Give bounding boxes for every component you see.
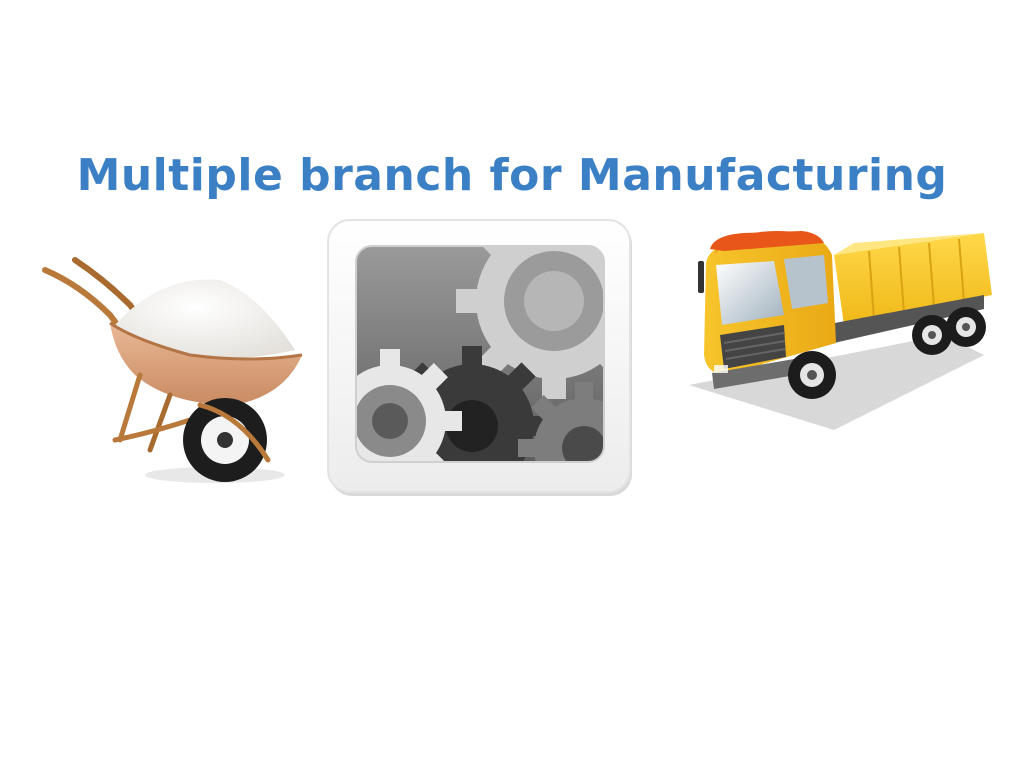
dump-truck-icon	[689, 231, 992, 430]
gears-icon	[327, 219, 632, 496]
wheelbarrow-icon	[42, 257, 303, 483]
slide-title: Multiple branch for Manufacturing	[76, 150, 948, 201]
